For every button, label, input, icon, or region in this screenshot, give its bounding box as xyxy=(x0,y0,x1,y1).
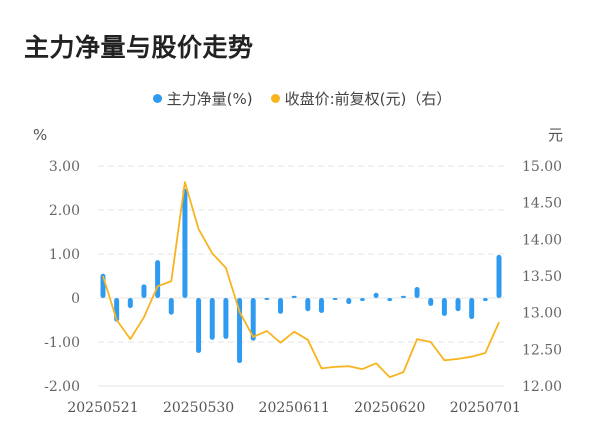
right-tick-label: 14.50 xyxy=(522,196,562,212)
bar[interactable] xyxy=(400,295,406,298)
right-tick-label: 13.50 xyxy=(522,269,562,285)
bar[interactable] xyxy=(182,188,188,298)
legend-label: 主力净量(%) xyxy=(166,90,253,108)
right-axis-unit: 元 xyxy=(548,126,564,144)
bar[interactable] xyxy=(359,298,365,302)
bar[interactable] xyxy=(455,298,461,312)
bar[interactable] xyxy=(127,298,133,309)
right-tick-label: 14.00 xyxy=(522,232,562,248)
bar[interactable] xyxy=(441,298,447,317)
bar[interactable] xyxy=(346,298,352,305)
x-tick-label: 20250530 xyxy=(163,400,234,416)
bar[interactable] xyxy=(223,298,229,339)
bar[interactable] xyxy=(250,298,256,341)
x-tick-label: 20250701 xyxy=(450,400,521,416)
x-tick-label: 20250611 xyxy=(259,400,330,416)
bar[interactable] xyxy=(496,254,502,298)
bar[interactable] xyxy=(168,298,174,315)
bar[interactable] xyxy=(291,295,297,298)
legend-item-close-price[interactable]: 收盘价:前复权(元)（右） xyxy=(270,88,452,109)
bar[interactable] xyxy=(414,287,420,298)
left-tick-label: -2.00 xyxy=(44,379,80,395)
bar[interactable] xyxy=(209,298,215,340)
right-tick-label: 12.50 xyxy=(522,342,562,358)
left-axis-ticks: 3.00 2.00 1.00 0 -1.00 -2.00 xyxy=(44,159,80,395)
dot-icon xyxy=(152,94,162,103)
right-axis-ticks: 15.00 14.50 14.00 13.50 13.00 12.50 12.00 xyxy=(522,159,562,395)
right-tick-label: 12.00 xyxy=(522,379,562,395)
x-tick-label: 20250521 xyxy=(67,400,138,416)
bar[interactable] xyxy=(373,292,379,298)
chart-title: 主力净量与股价走势 xyxy=(24,33,254,62)
grid-lines xyxy=(98,165,504,387)
bar[interactable] xyxy=(141,284,147,298)
right-tick-label: 13.00 xyxy=(522,306,562,322)
left-tick-label: 3.00 xyxy=(49,159,80,175)
bar[interactable] xyxy=(196,298,202,353)
chart-legend: 主力净量(%) 收盘价:前复权(元)（右） xyxy=(0,88,600,109)
bar[interactable] xyxy=(264,298,270,300)
bar[interactable] xyxy=(305,298,311,312)
price-line[interactable] xyxy=(102,181,500,379)
legend-item-net-volume[interactable]: 主力净量(%) xyxy=(152,88,253,109)
bar[interactable] xyxy=(428,298,434,306)
left-tick-label: 2.00 xyxy=(49,203,80,219)
bar[interactable] xyxy=(318,298,324,313)
dot-icon xyxy=(270,94,280,103)
bar[interactable] xyxy=(332,298,338,300)
legend-label: 收盘价:前复权(元)（右） xyxy=(284,90,452,108)
bar[interactable] xyxy=(482,298,488,302)
left-tick-label: -1.00 xyxy=(44,335,80,351)
right-tick-label: 15.00 xyxy=(522,159,562,175)
bar-series-net-volume xyxy=(100,188,502,364)
bar[interactable] xyxy=(278,298,284,314)
x-tick-label: 20250620 xyxy=(354,400,425,416)
left-tick-label: 0 xyxy=(71,291,80,307)
x-axis-ticks: 20250521 20250530 20250611 20250620 20250701 xyxy=(67,400,521,416)
left-tick-label: 1.00 xyxy=(49,247,80,263)
line-series-close-price xyxy=(102,181,500,379)
bar[interactable] xyxy=(387,298,393,302)
bar[interactable] xyxy=(469,298,475,320)
left-axis-unit: % xyxy=(33,126,48,144)
